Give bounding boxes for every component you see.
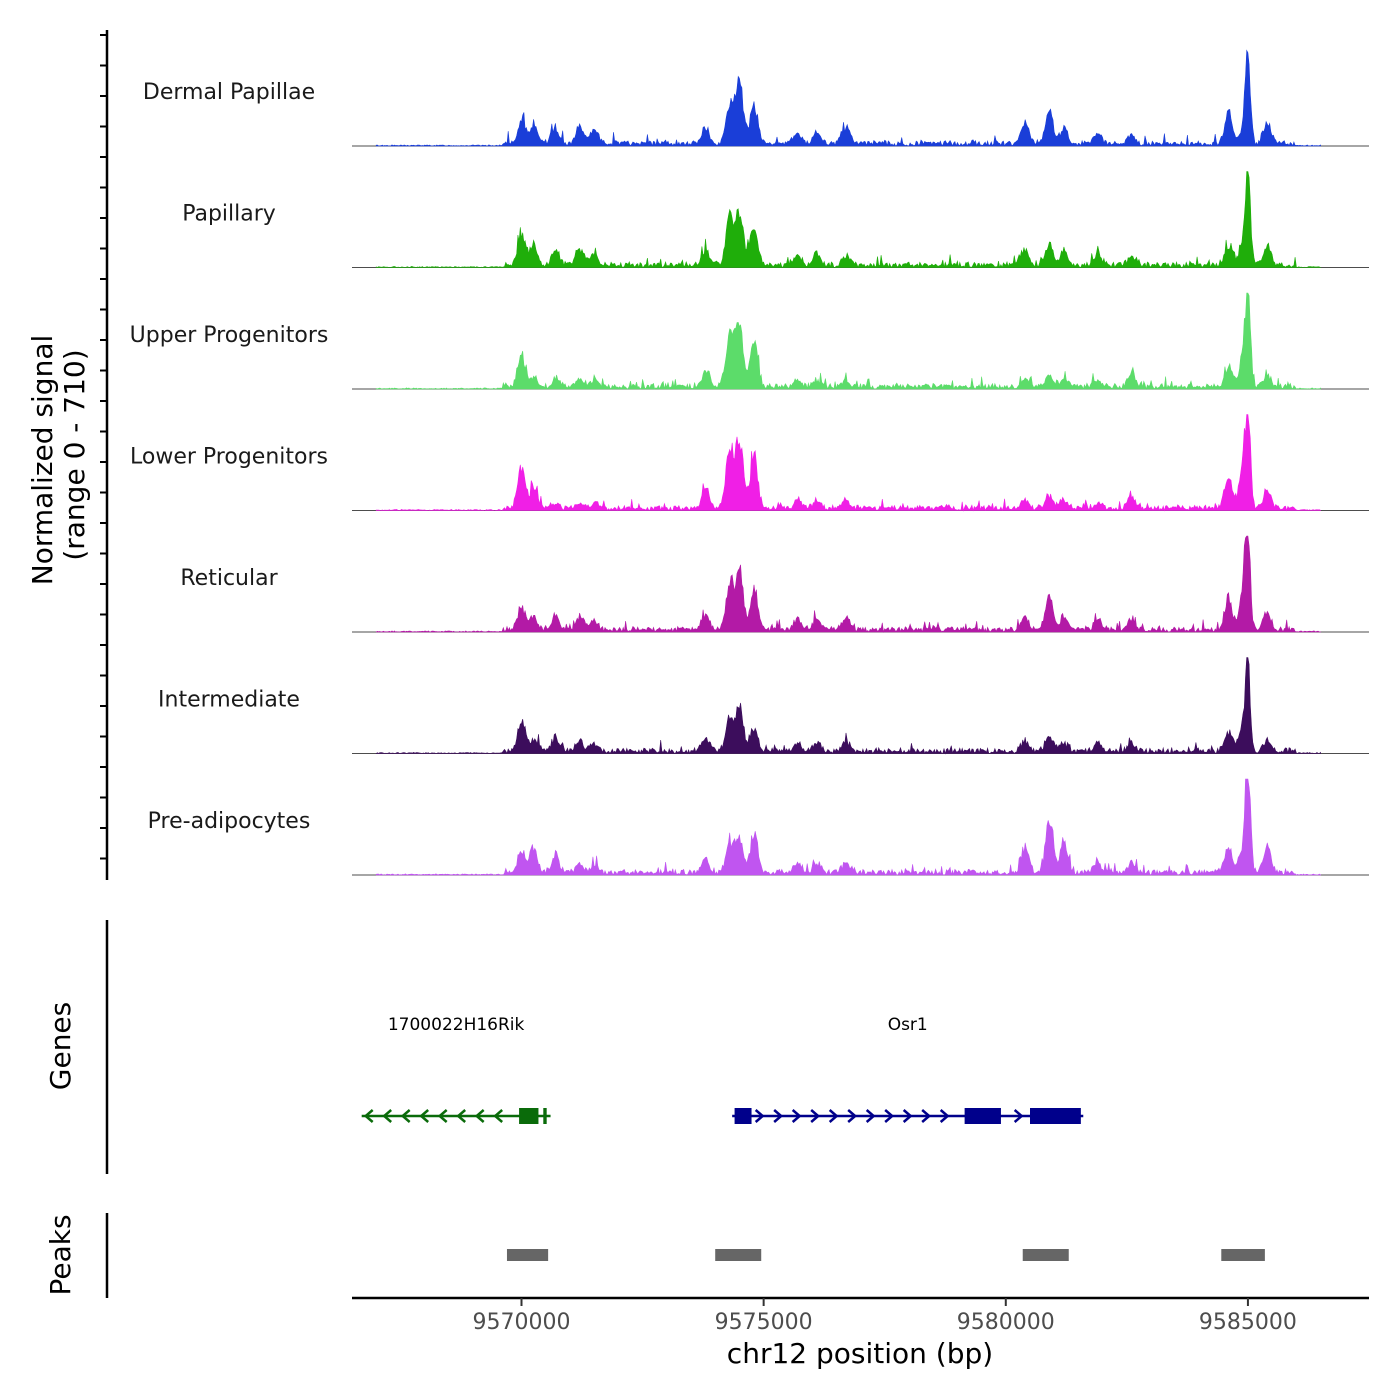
coverage-area	[375, 657, 1321, 755]
strand-arrow	[493, 1109, 503, 1123]
strand-arrow	[400, 1109, 411, 1123]
track-label: Dermal Papillae	[143, 80, 315, 105]
x-tick-label: 9575000	[715, 1310, 813, 1335]
strand-arrow	[474, 1109, 485, 1123]
x-axis: 9570000 9575000 9580000 9585000	[473, 1298, 1297, 1335]
gene-osr1: Osr1	[732, 1015, 1084, 1124]
x-tick-label: 9570000	[473, 1310, 571, 1335]
exon	[519, 1108, 539, 1124]
strand-arrow	[791, 1109, 802, 1123]
gene-track: 1700022H16Rik Osr1	[361, 1015, 1084, 1124]
coverage-track-reticular: Reticular	[180, 535, 1369, 633]
x-tick-label: 9580000	[957, 1310, 1055, 1335]
genes-track-title: Genes	[44, 1002, 77, 1090]
peaks-track-title: Peaks	[44, 1214, 77, 1295]
track-label: Lower Progenitors	[130, 445, 328, 470]
gene-label: 1700022H16Rik	[388, 1015, 525, 1035]
exon	[734, 1108, 752, 1124]
peak-region	[715, 1249, 762, 1261]
coverage-track-lower-progenitors: Lower Progenitors	[130, 414, 1369, 512]
coverage-area	[375, 292, 1321, 391]
strand-arrow	[419, 1109, 429, 1123]
track-label: Upper Progenitors	[130, 323, 329, 348]
track-label: Intermediate	[158, 688, 300, 713]
strand-arrow	[921, 1109, 932, 1123]
strand-arrow	[437, 1109, 448, 1123]
strand-arrow	[828, 1109, 839, 1123]
exon	[1030, 1108, 1081, 1124]
coverage-track-intermediate: Intermediate	[158, 657, 1369, 755]
strand-arrow	[382, 1109, 392, 1123]
coverage-track-upper-progenitors: Upper Progenitors	[130, 292, 1369, 391]
peak-region	[1022, 1249, 1069, 1261]
x-axis-title: chr12 position (bp)	[727, 1337, 993, 1370]
strand-arrow	[939, 1109, 950, 1123]
track-label: Papillary	[182, 202, 276, 227]
strand-arrow	[754, 1109, 765, 1123]
peak-region	[506, 1249, 549, 1261]
exon	[964, 1108, 1001, 1124]
track-label: Reticular	[180, 566, 278, 591]
coverage-area	[375, 171, 1321, 269]
coverage-area	[375, 535, 1321, 633]
y-axis-ticks	[100, 34, 107, 860]
peak-track	[506, 1249, 1265, 1261]
strand-arrow	[456, 1109, 466, 1123]
peak-region	[1221, 1249, 1265, 1261]
strand-arrow	[1013, 1109, 1024, 1123]
y-axis-title: Normalized signal	[26, 335, 59, 586]
strand-arrow	[884, 1109, 895, 1123]
coverage-area	[375, 414, 1321, 512]
coverage-area	[375, 49, 1321, 147]
strand-arrow	[865, 1109, 876, 1123]
gene-1700022h16rik: 1700022H16Rik	[361, 1015, 551, 1124]
coverage-track-pre-adipocytes: Pre-adipocytes	[148, 778, 1369, 876]
exon	[543, 1108, 547, 1124]
y-axis-range: (range 0 - 710)	[58, 349, 91, 560]
strand-arrow	[773, 1109, 784, 1123]
x-tick-label: 9585000	[1199, 1310, 1297, 1335]
coverage-area	[375, 778, 1321, 876]
coverage-track-papillary: Papillary	[182, 171, 1369, 269]
gene-label: Osr1	[888, 1015, 928, 1035]
coverage-tracks: Dermal Papillae Papillary Upper Progenitor…	[130, 49, 1369, 876]
coverage-track-dermal-papillae: Dermal Papillae	[143, 49, 1369, 147]
strand-arrow	[363, 1109, 374, 1123]
track-label: Pre-adipocytes	[148, 809, 311, 834]
strand-arrow	[847, 1109, 858, 1123]
strand-arrow	[902, 1109, 913, 1123]
strand-arrow	[810, 1109, 821, 1123]
